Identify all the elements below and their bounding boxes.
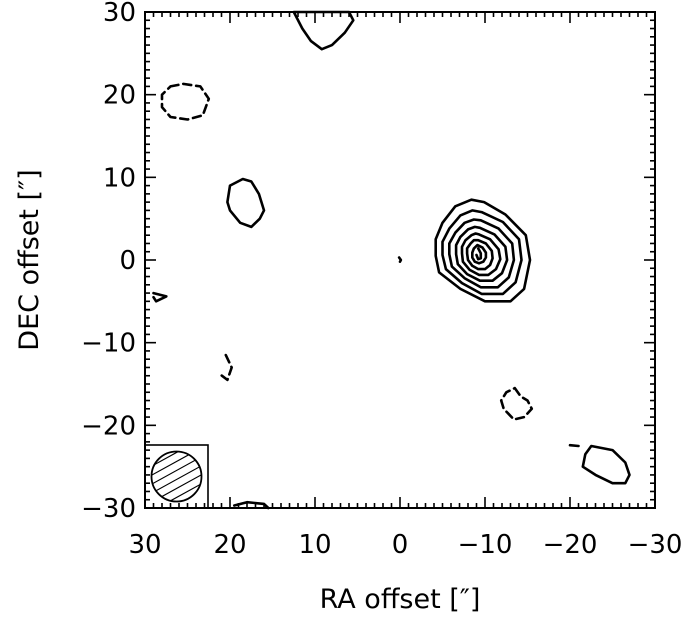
y-tick-label: 10	[103, 163, 136, 193]
x-tick-label: −30	[628, 530, 683, 560]
contour-solid-3	[454, 225, 509, 283]
axis-ticks	[144, 11, 656, 509]
contour-solid-13	[397, 256, 403, 264]
x-tick-label: −10	[458, 530, 513, 560]
x-tick-label: 30	[128, 530, 161, 560]
x-tick-label: −20	[543, 530, 598, 560]
x-tick-label: 20	[213, 530, 246, 560]
contour-solid-2	[447, 218, 516, 289]
contour-solid-12	[152, 291, 168, 303]
contour-solid-4	[460, 232, 502, 277]
y-axis-title: DEC offset [″]	[14, 169, 45, 350]
x-tick-label: 10	[298, 530, 331, 560]
contour-solid-5	[465, 238, 494, 271]
contour-solid-8	[292, 10, 355, 51]
beam-hatch	[151, 451, 202, 502]
contour-solid-9	[226, 177, 266, 229]
beam-ellipse	[150, 450, 203, 503]
y-tick-labels: 30 20 10 0 −10 −20 −30	[81, 0, 136, 524]
contour-dashed-17	[499, 386, 534, 421]
contour-dashed-15	[160, 82, 211, 121]
contour-lines	[152, 10, 631, 510]
contour-solid-14	[568, 443, 580, 448]
contour-solid-0	[434, 198, 532, 303]
y-tick-label: 30	[103, 0, 136, 28]
y-tick-label: −10	[81, 329, 136, 359]
x-tick-labels: 30 20 10 0 −10 −20 −30	[128, 530, 682, 560]
y-tick-label: −20	[81, 411, 136, 441]
contour-solid-7	[475, 247, 483, 261]
contour-solid-6	[470, 243, 488, 265]
y-tick-label: 0	[119, 246, 136, 276]
y-tick-label: 20	[103, 81, 136, 111]
contour-dashed-16	[218, 353, 233, 382]
contour-solid-10	[581, 444, 631, 485]
x-axis-title: RA offset [″]	[320, 584, 481, 615]
contour-solid-1	[441, 209, 523, 296]
y-tick-label: −30	[81, 494, 136, 524]
x-tick-label: 0	[392, 530, 409, 560]
